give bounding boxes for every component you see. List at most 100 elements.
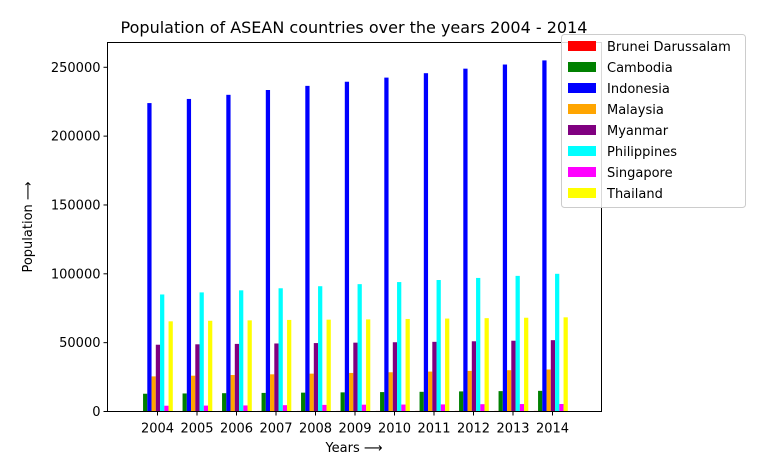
bar-myanmar-2004 [155, 344, 161, 412]
bar-cambodia-2014 [538, 390, 543, 412]
bar-myanmar-2008 [313, 343, 319, 412]
y-tick-label: 0 [92, 405, 100, 420]
x-axis-ticks: 2004 2005 2006 2007 2008 2009 2010 2011 2012 2013… [141, 411, 569, 437]
bar-thailand-2014 [563, 317, 568, 412]
x-tick-label: 2014 [536, 422, 569, 437]
x-axis-label: Years ⟶ [324, 441, 382, 456]
bar-myanmar-2007 [274, 343, 279, 412]
bar-cambodia-2011 [419, 391, 424, 412]
bar-indonesia-2004 [147, 103, 152, 412]
legend-swatch [568, 188, 596, 198]
bar-malaysia-2009 [349, 372, 354, 412]
bar-malaysia-2012 [467, 370, 472, 412]
bar-malaysia-2013 [507, 370, 512, 412]
legend-label: Cambodia [607, 61, 673, 76]
bar-cambodia-2012 [459, 391, 464, 412]
bar-singapore-2008 [322, 404, 327, 412]
x-tick-label: 2008 [299, 422, 332, 437]
bar-thailand-2009 [366, 319, 371, 412]
bar-myanmar-2013 [511, 340, 516, 412]
bar-malaysia-2014 [546, 369, 551, 412]
bar-singapore-2010 [401, 404, 406, 412]
bar-myanmar-2005 [195, 344, 200, 412]
bar-myanmar-2012 [471, 341, 477, 412]
bar-cambodia-2004 [143, 393, 148, 412]
legend-swatch [568, 167, 596, 177]
bar-malaysia-2006 [230, 375, 235, 412]
bar-philippines-2007 [278, 288, 283, 412]
bar-indonesia-2010 [384, 77, 389, 412]
bar-indonesia-2011 [423, 73, 429, 412]
y-axis-ticks: 0 50000 100000 150000 200000 250000 [51, 61, 108, 420]
y-tick-label: 50000 [59, 336, 100, 351]
legend-swatch [568, 41, 596, 51]
bar-singapore-2009 [361, 404, 367, 412]
bar-philippines-2010 [397, 282, 402, 412]
bar-indonesia-2012 [463, 68, 468, 412]
bar-cambodia-2009 [340, 392, 345, 412]
x-tick-label: 2012 [457, 422, 490, 437]
bar-singapore-2012 [480, 404, 485, 412]
bar-cambodia-2010 [380, 392, 385, 412]
bar-singapore-2004 [164, 405, 169, 412]
bar-indonesia-2006 [226, 94, 231, 412]
bar-philippines-2004 [160, 294, 165, 412]
bar-singapore-2007 [282, 405, 288, 412]
x-tick-label: 2013 [496, 422, 529, 437]
y-tick-label: 150000 [51, 198, 101, 213]
y-axis-label: Population ⟶ [21, 181, 36, 272]
bar-philippines-2014 [555, 273, 560, 412]
bar-indonesia-2009 [344, 81, 350, 412]
bar-cambodia-2013 [498, 391, 503, 412]
bar-indonesia-2005 [186, 98, 192, 412]
bar-myanmar-2010 [392, 342, 398, 412]
bar-philippines-2013 [515, 275, 520, 412]
y-tick-label: 200000 [51, 130, 101, 145]
bar-malaysia-2005 [191, 375, 196, 412]
bar-philippines-2009 [357, 284, 362, 412]
x-tick-label: 2009 [338, 422, 371, 437]
bar-cambodia-2006 [222, 393, 227, 412]
legend: Brunei Darussalam Cambodia Indonesia Malays… [561, 34, 746, 208]
plot-frame [107, 42, 602, 412]
bar-malaysia-2010 [388, 372, 393, 412]
y-tick-label: 100000 [51, 267, 101, 282]
bar-myanmar-2011 [432, 341, 437, 412]
bar-thailand-2008 [326, 319, 331, 412]
bar-malaysia-2004 [151, 376, 156, 412]
bar-singapore-2014 [559, 404, 564, 412]
bar-thailand-2012 [484, 318, 489, 412]
legend-swatch [568, 146, 596, 156]
bar-thailand-2004 [168, 321, 173, 412]
bar-thailand-2013 [524, 317, 529, 412]
bar-philippines-2006 [239, 290, 244, 412]
bar-thailand-2006 [247, 320, 252, 412]
bar-cambodia-2005 [182, 393, 187, 412]
bar-philippines-2005 [199, 292, 204, 412]
bar-thailand-2007 [287, 319, 292, 412]
legend-box [561, 34, 746, 208]
legend-swatch [568, 104, 596, 114]
bar-cambodia-2007 [261, 392, 266, 412]
x-tick-label: 2005 [180, 422, 213, 437]
x-tick-label: 2010 [378, 422, 411, 437]
x-tick-label: 2011 [417, 422, 450, 437]
bar-thailand-2011 [445, 318, 450, 412]
bar-thailand-2005 [208, 320, 213, 412]
legend-label: Malaysia [607, 103, 664, 118]
legend-swatch [568, 125, 596, 135]
legend-label: Myanmar [607, 124, 669, 139]
bar-philippines-2008 [318, 286, 323, 412]
legend-label: Indonesia [607, 82, 670, 97]
bar-singapore-2011 [440, 404, 446, 412]
bar-singapore-2006 [243, 405, 248, 412]
bar-indonesia-2014 [542, 60, 547, 412]
bar-indonesia-2007 [265, 90, 271, 412]
bar-philippines-2011 [436, 280, 441, 412]
legend-label: Philippines [607, 145, 677, 160]
bar-myanmar-2006 [234, 343, 240, 412]
bar-thailand-2010 [405, 318, 410, 412]
bar-indonesia-2013 [502, 64, 508, 412]
legend-swatch [568, 62, 596, 72]
